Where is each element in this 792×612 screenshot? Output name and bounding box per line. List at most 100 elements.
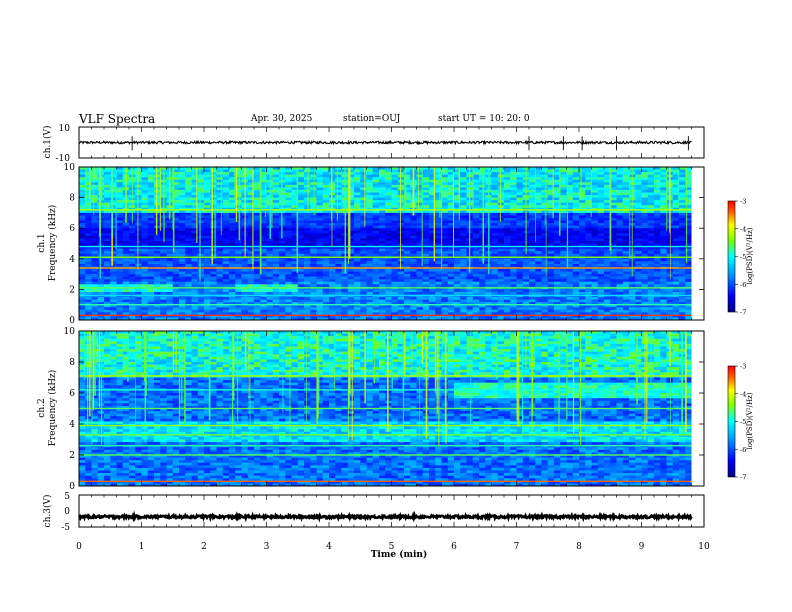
spec-cell: [447, 271, 455, 275]
spec-cell: [360, 169, 367, 173]
spec-cell: [172, 174, 180, 178]
spec-cell: [572, 218, 580, 221]
spec-cell: [235, 184, 242, 188]
spec-cell: [404, 289, 411, 293]
spec-cell: [329, 274, 336, 277]
spec-cell: [535, 284, 542, 288]
spec-cell: [647, 172, 655, 175]
spec-cell: [229, 212, 236, 216]
spec-cell: [229, 169, 236, 173]
spec-cell: [610, 200, 617, 203]
spec-cell: [110, 235, 117, 239]
spec-cell: [416, 228, 424, 232]
spec-cell: [122, 289, 130, 293]
spec-cell: [229, 177, 236, 181]
spec-cell: [479, 205, 486, 209]
spec-cell: [491, 240, 499, 244]
spec-cell: [541, 276, 549, 280]
spec-cell: [429, 212, 436, 216]
spec-cell: [260, 284, 267, 288]
spec-cell: [272, 276, 280, 280]
spec-cell: [660, 261, 667, 265]
spec-cell: [622, 248, 630, 252]
spec-cell: [216, 223, 224, 226]
spec-cell: [147, 197, 155, 201]
spec-cell: [622, 243, 630, 247]
spec-cell: [610, 248, 617, 252]
spec-cell: [579, 271, 586, 275]
spec-cell: [210, 243, 217, 247]
spec-cell: [204, 167, 211, 170]
spec-cell: [572, 246, 580, 249]
spec-cell: [579, 228, 586, 232]
spec-cell: [441, 195, 449, 198]
spec-cell: [685, 284, 692, 288]
spec-cell: [291, 218, 299, 221]
spec-cell: [622, 174, 630, 178]
spec-cell: [391, 220, 399, 224]
spec-cell: [479, 271, 486, 275]
spec-cell: [191, 200, 199, 203]
spec-cell: [254, 220, 261, 224]
spec-cell: [116, 169, 124, 173]
spec-cell: [310, 177, 317, 181]
spec-cell: [404, 238, 411, 242]
spec-cell: [91, 200, 99, 203]
spec-cell: [216, 169, 224, 173]
spec-cell: [672, 225, 680, 229]
spec-cell: [404, 197, 411, 201]
spec-cell: [566, 235, 574, 239]
spec-cell: [679, 177, 686, 181]
spec-cell: [404, 187, 411, 191]
spec-cell: [647, 243, 655, 247]
spec-cell: [322, 200, 330, 203]
spec-cell: [160, 251, 167, 254]
spec-cell: [335, 205, 342, 209]
spec-cell: [147, 261, 155, 265]
spec-cell: [391, 243, 399, 247]
spec-cell: [204, 291, 211, 295]
spec-cell: [591, 218, 599, 221]
spec-cell: [397, 240, 405, 244]
spec-cell: [104, 225, 111, 229]
spec-cell: [422, 281, 430, 285]
spec-cell: [85, 179, 92, 183]
spec-cell: [229, 289, 236, 293]
spec-cell: [460, 179, 467, 183]
spec-cell: [560, 179, 567, 183]
spec-cell: [597, 212, 605, 216]
spec-cell: [679, 284, 686, 288]
spec-cell: [291, 195, 299, 198]
spec-cell: [604, 179, 611, 183]
spec-cell: [335, 263, 342, 267]
spec-cell: [635, 279, 642, 283]
spec-cell: [604, 238, 611, 242]
spec-cell: [91, 269, 99, 272]
spec-cell: [379, 248, 386, 252]
spec-cell: [160, 279, 167, 283]
spec-cell: [141, 269, 149, 272]
spec-cell: [141, 174, 149, 178]
spec-cell: [135, 210, 142, 214]
spec-cell: [435, 182, 442, 186]
spec-cell: [322, 225, 330, 229]
chart-title: VLF Spectra: [79, 112, 156, 126]
spec-cell: [585, 271, 592, 275]
spec-cell: [535, 172, 542, 175]
spec-cell: [635, 230, 642, 234]
spec-cell: [422, 172, 430, 175]
spec-cell: [529, 167, 536, 170]
spec-cell: [441, 238, 449, 242]
spec-cell: [360, 172, 367, 175]
spec-cell: [216, 220, 224, 224]
spec-cell: [504, 274, 511, 277]
spec-cell: [241, 269, 249, 272]
spec-cell: [672, 263, 680, 267]
spec-cell: [654, 225, 661, 229]
spec-cell: [597, 182, 605, 186]
spec-cell: [447, 172, 455, 175]
spec-cell: [210, 276, 217, 280]
spec-cell: [391, 197, 399, 201]
spec-cell: [104, 246, 111, 249]
spec-cell: [197, 240, 205, 244]
